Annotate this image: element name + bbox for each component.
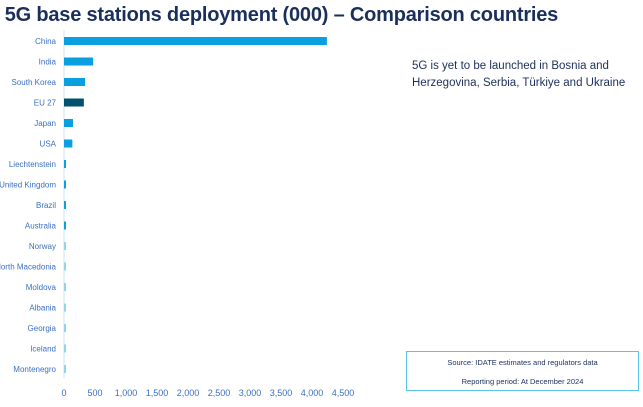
- x-tick-label: 3,000: [239, 388, 262, 398]
- category-label: North Macedonia: [0, 263, 57, 272]
- bar-united-kingdom: [64, 180, 66, 189]
- x-tick-label: 1,000: [115, 388, 138, 398]
- bar-north-macedonia: [64, 262, 66, 271]
- x-tick-label: 0: [61, 388, 66, 398]
- bar-australia: [64, 221, 66, 230]
- category-label: Brazil: [36, 201, 56, 210]
- x-tick-label: 500: [87, 388, 102, 398]
- bar-montenegro: [64, 365, 66, 373]
- bar-iceland: [64, 344, 66, 353]
- bar-georgia: [64, 324, 66, 332]
- x-tick-label: 4,000: [301, 388, 324, 398]
- category-label: Japan: [34, 119, 56, 128]
- category-label: South Korea: [12, 78, 57, 87]
- source-text: Source: IDATE estimates and regulators d…: [447, 358, 598, 367]
- bar-liechtenstein: [64, 160, 66, 168]
- source-box: Source: IDATE estimates and regulators d…: [406, 351, 639, 391]
- category-label: India: [39, 58, 57, 67]
- category-label: China: [35, 37, 56, 46]
- x-tick-label: 2,000: [177, 388, 200, 398]
- category-label: Norway: [29, 242, 56, 251]
- x-tick-label: 1,500: [146, 388, 169, 398]
- bar-albania: [64, 303, 66, 312]
- bar-south-korea: [64, 78, 86, 86]
- bar-moldova: [64, 283, 66, 291]
- category-label: Iceland: [30, 345, 56, 354]
- bar-norway: [64, 242, 66, 250]
- category-label: EU 27: [34, 99, 57, 108]
- category-label: USA: [40, 140, 57, 149]
- category-label: Australia: [25, 222, 57, 231]
- x-tick-label: 2,500: [208, 388, 231, 398]
- bar-china: [64, 37, 327, 45]
- x-tick-label: 3,500: [270, 388, 293, 398]
- bar-japan: [64, 119, 73, 127]
- category-label: United Kingdom: [0, 181, 56, 190]
- reporting-period-text: Reporting period: At December 2024: [461, 377, 584, 386]
- category-label: Montenegro: [13, 365, 56, 374]
- bar-india: [64, 57, 94, 66]
- category-label: Albania: [29, 304, 56, 313]
- bar-eu-27: [64, 98, 84, 107]
- x-tick-label: 4,500: [332, 388, 355, 398]
- bar-brazil: [64, 201, 66, 209]
- bar-usa: [64, 139, 73, 148]
- category-label: Georgia: [28, 324, 57, 333]
- annotation-note: 5G is yet to be launched in Bosnia and H…: [412, 60, 626, 89]
- category-label: Moldova: [26, 283, 57, 292]
- category-label: Liechtenstein: [9, 160, 56, 169]
- chart-title: . 5G base stations deployment (000) – Co…: [0, 4, 559, 26]
